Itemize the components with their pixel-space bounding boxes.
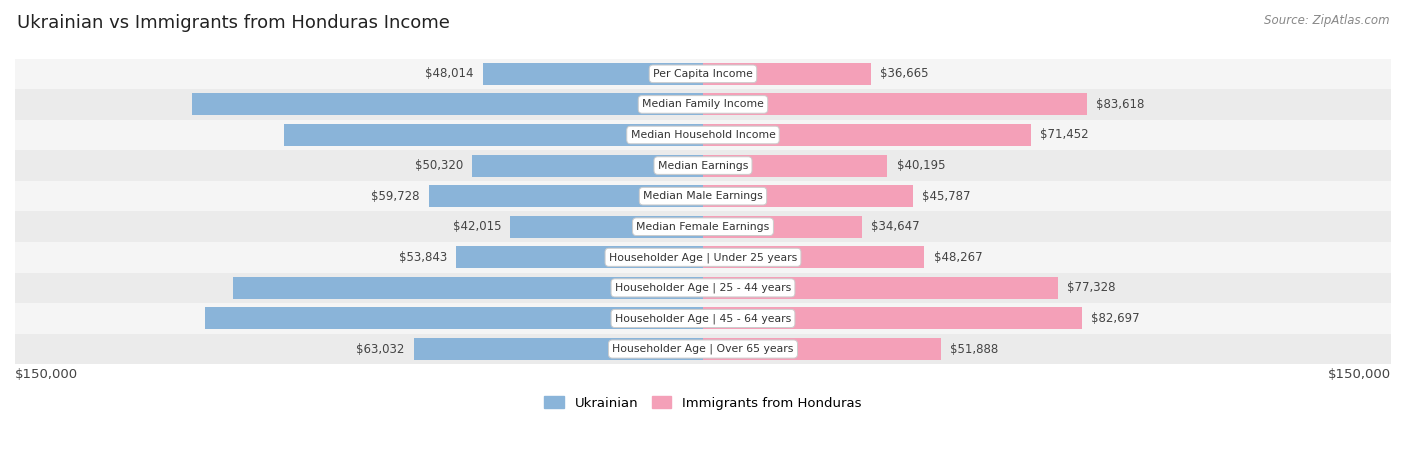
Bar [703, 307, 1083, 329]
Bar [15, 181, 1391, 212]
Bar [15, 212, 1391, 242]
Text: $36,665: $36,665 [880, 67, 929, 80]
Legend: Ukrainian, Immigrants from Honduras: Ukrainian, Immigrants from Honduras [540, 391, 866, 415]
Bar [703, 93, 1087, 115]
Bar [703, 155, 887, 177]
Bar [413, 338, 703, 360]
Bar [193, 93, 703, 115]
Text: Median Male Earnings: Median Male Earnings [643, 191, 763, 201]
Text: $53,843: $53,843 [399, 251, 447, 264]
Bar [703, 124, 1031, 146]
Bar [703, 277, 1057, 299]
Bar [15, 273, 1391, 303]
Text: $40,195: $40,195 [897, 159, 945, 172]
Text: $111,368: $111,368 [678, 98, 740, 111]
Text: Householder Age | 45 - 64 years: Householder Age | 45 - 64 years [614, 313, 792, 324]
Text: $63,032: $63,032 [356, 342, 405, 355]
Text: $71,452: $71,452 [1040, 128, 1088, 142]
Text: $108,475: $108,475 [678, 312, 740, 325]
Text: Source: ZipAtlas.com: Source: ZipAtlas.com [1264, 14, 1389, 27]
Text: Householder Age | Under 25 years: Householder Age | Under 25 years [609, 252, 797, 262]
Bar [205, 307, 703, 329]
Bar [15, 334, 1391, 364]
Text: Median Household Income: Median Household Income [630, 130, 776, 140]
Bar [472, 155, 703, 177]
Text: Householder Age | 25 - 44 years: Householder Age | 25 - 44 years [614, 283, 792, 293]
Text: $83,618: $83,618 [1095, 98, 1144, 111]
Bar [284, 124, 703, 146]
Bar [15, 303, 1391, 334]
Text: Householder Age | Over 65 years: Householder Age | Over 65 years [612, 344, 794, 354]
Text: Per Capita Income: Per Capita Income [652, 69, 754, 79]
Text: $150,000: $150,000 [15, 368, 79, 381]
Text: Median Female Earnings: Median Female Earnings [637, 222, 769, 232]
Text: $102,451: $102,451 [679, 282, 741, 294]
Bar [510, 216, 703, 238]
Bar [703, 246, 924, 269]
Bar [15, 58, 1391, 89]
Text: $50,320: $50,320 [415, 159, 463, 172]
Bar [15, 89, 1391, 120]
Bar [703, 216, 862, 238]
Text: $77,328: $77,328 [1067, 282, 1115, 294]
Text: $48,014: $48,014 [425, 67, 474, 80]
Text: $51,888: $51,888 [950, 342, 998, 355]
Text: $150,000: $150,000 [1327, 368, 1391, 381]
Text: $42,015: $42,015 [453, 220, 501, 233]
Text: $59,728: $59,728 [371, 190, 420, 203]
Bar [703, 338, 941, 360]
Bar [482, 63, 703, 85]
Text: $48,267: $48,267 [934, 251, 983, 264]
Bar [703, 185, 912, 207]
Text: Ukrainian vs Immigrants from Honduras Income: Ukrainian vs Immigrants from Honduras In… [17, 14, 450, 32]
Bar [456, 246, 703, 269]
Text: Median Earnings: Median Earnings [658, 161, 748, 170]
Text: $34,647: $34,647 [872, 220, 920, 233]
Bar [233, 277, 703, 299]
Bar [15, 242, 1391, 273]
Bar [15, 120, 1391, 150]
Text: $45,787: $45,787 [922, 190, 970, 203]
Text: Median Family Income: Median Family Income [643, 99, 763, 109]
Text: $82,697: $82,697 [1091, 312, 1140, 325]
Bar [429, 185, 703, 207]
Bar [15, 150, 1391, 181]
Bar [703, 63, 872, 85]
Text: $91,456: $91,456 [682, 128, 735, 142]
